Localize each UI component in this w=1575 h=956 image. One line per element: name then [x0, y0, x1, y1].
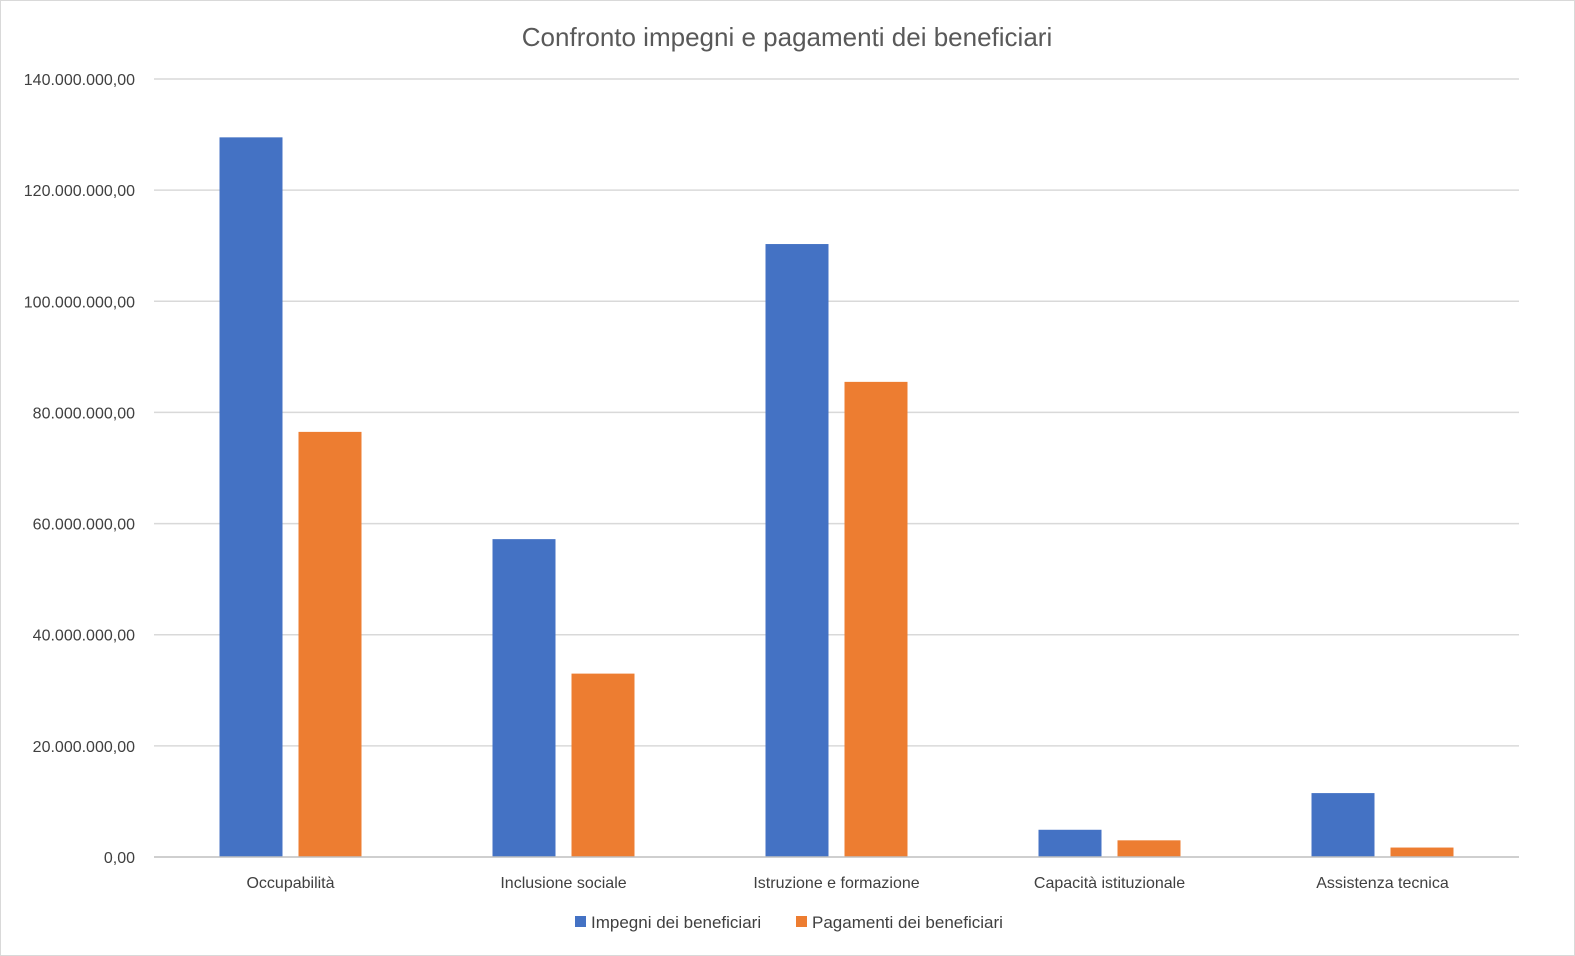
bar-impegni-1: [492, 539, 556, 857]
bar-impegni-3: [1038, 829, 1102, 857]
legend-label: Pagamenti dei beneficiari: [812, 913, 1003, 932]
bar-pagamenti-2: [844, 381, 908, 857]
bar-pagamenti-4: [1390, 847, 1454, 857]
legend-swatch: [575, 916, 586, 927]
gridlines: [154, 78, 1519, 747]
y-axis-tick-labels: 0,00 20.000.000,00 40.000.000,00 60.000.000…: [24, 72, 135, 867]
bar-pagamenti-3: [1117, 840, 1181, 857]
bar-impegni-0: [219, 137, 283, 858]
bar-pagamenti-1: [571, 673, 635, 857]
y-tick-label: 120.000.000,00: [24, 183, 135, 200]
bar-impegni-4: [1311, 793, 1375, 857]
x-category-label: Istruzione e formazione: [753, 875, 919, 892]
x-category-label: Capacità istituzionale: [1034, 875, 1185, 892]
bars: [219, 137, 1454, 858]
y-tick-label: 80.000.000,00: [33, 405, 135, 422]
legend-swatch: [796, 916, 807, 927]
x-category-label: Assistenza tecnica: [1316, 875, 1449, 892]
y-tick-label: 100.000.000,00: [24, 294, 135, 311]
y-tick-label: 0,00: [104, 850, 135, 867]
y-tick-label: 140.000.000,00: [24, 72, 135, 89]
y-tick-label: 20.000.000,00: [33, 739, 135, 756]
x-category-label: Occupabilità: [246, 875, 334, 892]
legend: Impegni dei beneficiari Pagamenti dei ben…: [575, 913, 1003, 932]
y-tick-label: 60.000.000,00: [33, 517, 135, 534]
bar-pagamenti-0: [298, 431, 362, 857]
chart-title: Confronto impegni e pagamenti dei benefi…: [522, 22, 1052, 52]
x-axis-category-labels: Occupabilità Inclusione sociale Istruzione…: [246, 875, 1448, 892]
bar-impegni-2: [765, 244, 829, 858]
x-category-label: Inclusione sociale: [500, 875, 626, 892]
legend-label: Impegni dei beneficiari: [591, 913, 761, 932]
y-tick-label: 40.000.000,00: [33, 628, 135, 645]
